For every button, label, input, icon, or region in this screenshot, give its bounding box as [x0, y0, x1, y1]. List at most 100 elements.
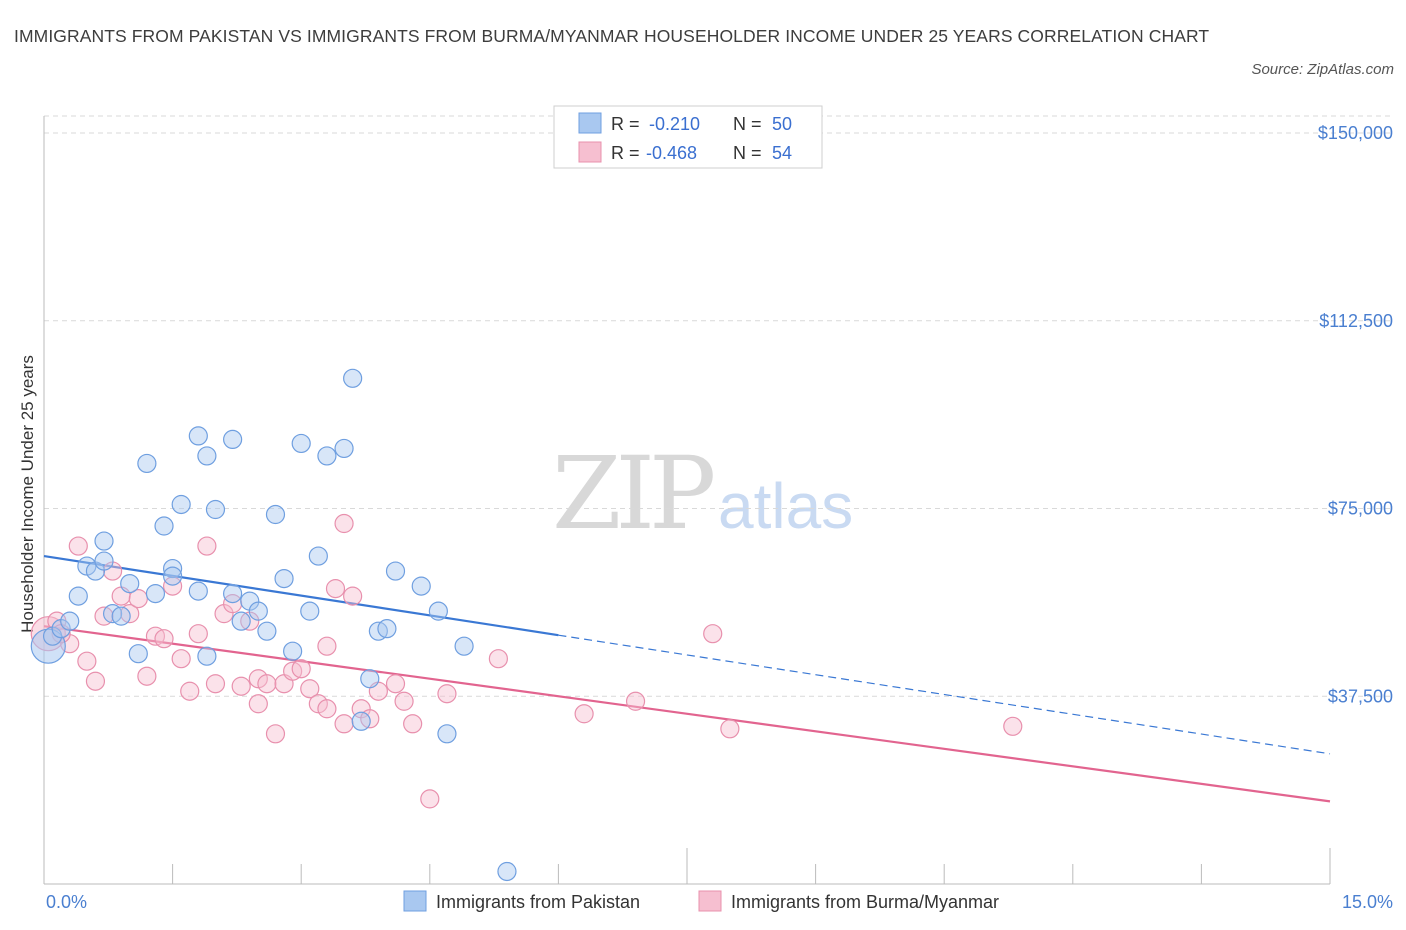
data-point-pakistan — [163, 566, 183, 586]
data-point-pakistan — [68, 586, 88, 606]
data-point-pakistan — [223, 584, 243, 604]
data-point-pakistan — [197, 646, 217, 666]
data-point-burma — [300, 679, 320, 699]
data-point-burma — [265, 724, 286, 744]
y-tick-labels: $37,500 $75,000 $112,500 $150,000 — [1318, 123, 1393, 706]
trend-line-pakistan-extrapolated — [558, 634, 1331, 755]
legend-n-value-burma: 54 — [772, 143, 792, 163]
data-point-burma — [85, 671, 106, 691]
data-point-pakistan — [317, 446, 337, 466]
x-tick-label-max: 15.0% — [1342, 892, 1393, 912]
data-point-burma — [248, 694, 268, 714]
data-point-burma — [703, 624, 723, 644]
data-point-pakistan — [300, 601, 320, 621]
watermark: ZIP atlas — [552, 435, 853, 552]
series-legend-label-burma: Immigrants from Burma/Myanmar — [731, 892, 999, 912]
data-point-burma — [625, 691, 646, 711]
x-tick-label-min: 0.0% — [46, 892, 87, 912]
x-ticks — [43, 848, 1331, 884]
data-point-pakistan — [171, 494, 191, 515]
data-point-burma — [1003, 716, 1023, 736]
data-point-burma — [343, 586, 363, 606]
y-tick-label: $112,500 — [1319, 311, 1393, 331]
data-point-pakistan — [223, 429, 243, 450]
stats-legend: R = -0.210 N = 50 R = -0.468 N = 54 — [553, 105, 823, 169]
chart-source: Source: ZipAtlas.com — [1251, 61, 1394, 78]
data-point-burma — [154, 629, 174, 649]
data-point-burma — [720, 719, 740, 739]
data-point-pakistan — [351, 711, 371, 731]
data-point-pakistan — [137, 453, 157, 474]
data-point-pakistan — [205, 499, 226, 520]
data-point-pakistan — [231, 611, 251, 631]
data-point-pakistan — [385, 561, 406, 581]
legend-r-label-pakistan: R = — [611, 114, 640, 134]
data-point-pakistan — [308, 546, 328, 566]
data-point-pakistan — [377, 619, 397, 639]
trend-lines — [43, 554, 1331, 803]
data-point-pakistan — [111, 606, 131, 626]
data-point-pakistan — [197, 446, 217, 466]
data-point-burma — [257, 674, 277, 694]
trend-line-burma — [43, 625, 1331, 803]
data-point-pakistan — [60, 611, 80, 631]
data-point-burma — [231, 676, 251, 696]
data-point-pakistan — [265, 504, 286, 525]
data-point-pakistan — [163, 558, 183, 579]
data-point-burma — [420, 789, 440, 809]
legend-r-label-burma: R = — [611, 143, 640, 163]
watermark-atlas: atlas — [718, 470, 853, 542]
chart-title: IMMIGRANTS FROM PAKISTAN VS IMMIGRANTS F… — [14, 26, 1210, 46]
data-point-pakistan — [145, 584, 166, 604]
data-point-burma — [291, 659, 311, 679]
series-legend: Immigrants from Pakistan Immigrants from… — [403, 890, 999, 912]
data-point-pakistan — [454, 636, 474, 656]
data-point-burma — [334, 513, 354, 534]
data-point-pakistan — [94, 531, 114, 551]
legend-r-value-pakistan: -0.210 — [649, 114, 700, 134]
y-tick-label: $37,500 — [1328, 686, 1393, 706]
data-point-burma — [77, 651, 97, 671]
legend-r-value-burma: -0.468 — [646, 143, 697, 163]
data-point-pakistan — [248, 601, 268, 621]
data-point-burma — [403, 714, 423, 734]
data-point-pakistan — [257, 621, 277, 641]
data-point-burma — [180, 681, 200, 701]
data-point-burma — [188, 624, 208, 644]
data-point-pakistan — [188, 581, 208, 601]
data-point-burma — [394, 691, 414, 711]
data-point-burma — [171, 649, 191, 669]
data-point-pakistan — [428, 601, 448, 621]
data-point-burma — [137, 666, 157, 686]
data-point-pakistan — [188, 426, 208, 446]
data-point-pakistan — [360, 669, 380, 689]
legend-swatch-pakistan — [578, 112, 602, 134]
data-point-pakistan — [274, 568, 294, 589]
legend-n-label-pakistan: N = — [733, 114, 762, 134]
data-point-burma — [68, 536, 88, 556]
series-legend-swatch-pakistan — [403, 890, 427, 912]
data-point-burma — [574, 704, 594, 724]
data-point-pakistan — [334, 438, 354, 459]
legend-n-label-burma: N = — [733, 143, 762, 163]
data-point-burma — [197, 536, 217, 556]
data-point-burma — [385, 674, 406, 694]
data-point-burma — [317, 636, 337, 656]
series-legend-swatch-burma — [698, 890, 722, 912]
trend-line-pakistan — [43, 554, 559, 637]
data-point-pakistan — [120, 573, 140, 594]
data-point-burma — [325, 579, 346, 599]
legend-n-value-pakistan: 50 — [772, 114, 792, 134]
data-point-pakistan — [94, 551, 114, 571]
y-tick-label: $150,000 — [1318, 123, 1393, 143]
data-point-pakistan — [437, 724, 457, 744]
data-point-burma — [488, 649, 508, 669]
data-point-pakistan — [343, 368, 363, 388]
watermark-zip: ZIP — [552, 435, 713, 552]
data-point-pakistan — [154, 516, 174, 536]
data-point-burma — [317, 699, 337, 719]
y-tick-label: $75,000 — [1328, 499, 1393, 519]
data-point-pakistan — [497, 861, 517, 882]
data-point-pakistan — [283, 641, 303, 661]
